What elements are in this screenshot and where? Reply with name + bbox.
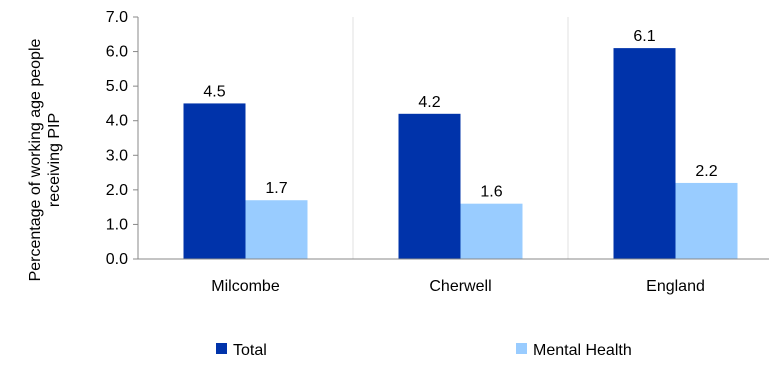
- legend: Total Mental Health: [216, 342, 632, 359]
- y-axis-title: Percentage of working age people receivin…: [27, 38, 63, 281]
- y-tick-label: 0.0: [106, 251, 128, 268]
- y-axis-title-line: Percentage of working age people: [27, 38, 44, 281]
- legend-swatch: [516, 343, 527, 354]
- y-tick-label: 6.0: [106, 44, 128, 61]
- category-label: Milcombe: [211, 278, 280, 295]
- y-tick-label: 2.0: [106, 182, 128, 199]
- bar-mental-health-england: [675, 182, 738, 259]
- y-axis-ticks: 0.0 1.0 2.0 3.0 4.0 5.0 6.0 7.0: [106, 9, 138, 268]
- y-axis-title-line: receiving PIP: [46, 113, 63, 207]
- data-label: 1.6: [480, 184, 502, 201]
- bar-total-milcombe: [183, 103, 246, 259]
- y-tick-label: 4.0: [106, 113, 128, 130]
- legend-label: Mental Health: [533, 342, 632, 359]
- bars: [183, 48, 738, 259]
- legend-swatch: [216, 343, 227, 354]
- y-axis-title-group: Percentage of working age people receivin…: [27, 38, 63, 281]
- axes: [133, 17, 769, 260]
- data-label: 2.2: [695, 163, 717, 180]
- data-label: 4.2: [418, 94, 440, 111]
- data-label: 1.7: [265, 180, 287, 197]
- y-tick-label: 1.0: [106, 216, 128, 233]
- y-tick-label: 7.0: [106, 9, 128, 26]
- grid-lines: [352, 17, 569, 259]
- data-label: 6.1: [633, 28, 655, 45]
- y-tick-label: 3.0: [106, 147, 128, 164]
- data-label: 4.5: [203, 83, 225, 100]
- bar-total-cherwell: [398, 113, 461, 259]
- x-axis-categories: Milcombe Cherwell England: [211, 278, 705, 295]
- bar-mental-health-cherwell: [460, 203, 523, 259]
- bar-total-england: [613, 48, 676, 259]
- data-labels: 4.5 4.2 6.1 1.7 1.6 2.2: [203, 28, 717, 201]
- bar-mental-health-milcombe: [245, 200, 308, 259]
- category-label: England: [646, 278, 705, 295]
- category-label: Cherwell: [429, 278, 491, 295]
- y-tick-label: 5.0: [106, 78, 128, 95]
- legend-label: Total: [233, 342, 267, 359]
